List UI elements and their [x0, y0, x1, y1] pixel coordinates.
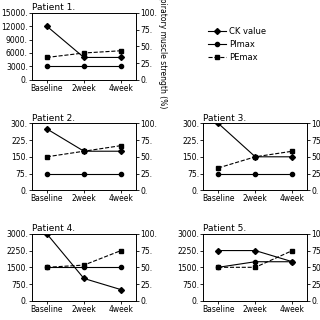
Text: Patient 5.: Patient 5. [203, 224, 247, 233]
Text: Patient 2.: Patient 2. [32, 114, 75, 123]
Legend: CK value, PImax, PEmax: CK value, PImax, PEmax [207, 27, 266, 62]
Y-axis label: Respiratory muscle strength (%): Respiratory muscle strength (%) [158, 0, 167, 108]
Text: Patient 1.: Patient 1. [32, 3, 75, 12]
Text: Patient 4.: Patient 4. [32, 224, 75, 233]
Text: Patient 3.: Patient 3. [203, 114, 247, 123]
